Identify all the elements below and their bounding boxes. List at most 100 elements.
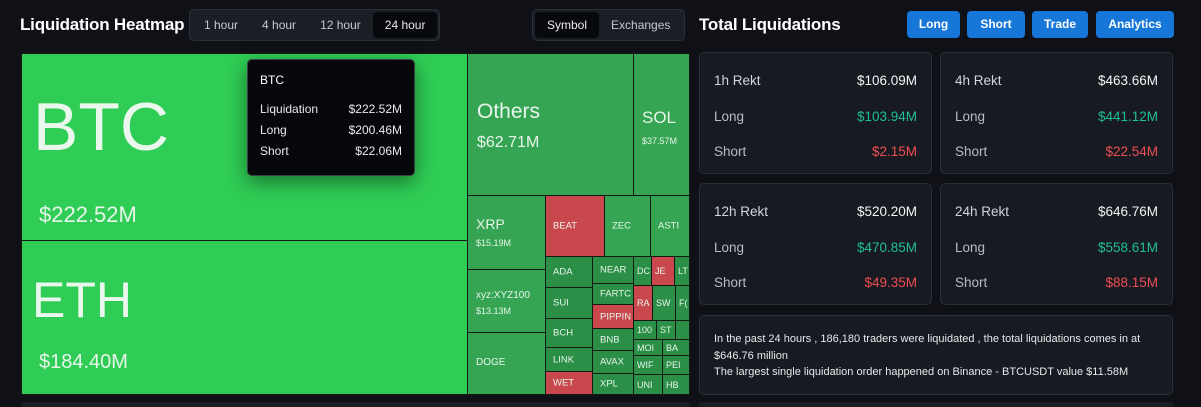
timeframe-1h[interactable]: 1 hour	[204, 18, 239, 32]
heatmap-cell-beat[interactable]: BEAT	[545, 195, 605, 257]
heatmap-cell-wif[interactable]: WIF	[633, 355, 663, 375]
cell-symbol: BA	[666, 342, 679, 353]
heatmap-cell-ada[interactable]: ADA	[545, 256, 593, 288]
timeframe-4h[interactable]: 4 hour	[262, 18, 297, 32]
heatmap-cell-mo[interactable]: MOI	[633, 339, 663, 356]
card-short-value: $2.15M	[871, 144, 917, 159]
card-label: 24h Rekt	[955, 204, 1010, 219]
summary-line-2: The largest single liquidation order hap…	[714, 366, 1129, 378]
short-button[interactable]: Short	[967, 11, 1025, 38]
card-short-label: Short	[955, 275, 988, 290]
card-short-label: Short	[955, 144, 988, 159]
heatmap-cell-xpl[interactable]: XPL	[592, 373, 634, 395]
cell-symbol: xyz:XYZ100	[476, 290, 530, 301]
cell-symbol: HB	[666, 379, 679, 390]
cell-value: $13.13M	[476, 306, 512, 316]
timeframe-12h[interactable]: 12 hour	[320, 18, 361, 32]
heatmap-cell-aster[interactable]: ASTI	[650, 195, 690, 257]
cell-symbol: ADA	[553, 266, 573, 278]
tooltip-label: Short	[260, 144, 289, 158]
card-short-row: Short $2.15M	[714, 144, 917, 159]
cell-symbol: BNB	[600, 334, 620, 345]
card-long-value: $103.94M	[856, 109, 917, 124]
heatmap-cell-doge[interactable]: DOGE	[467, 332, 546, 395]
heatmap-cell-xrp[interactable]: XRP $15.19M	[467, 195, 546, 270]
cell-symbol: BCH	[553, 327, 574, 339]
card-short-row: Short $88.15M	[955, 275, 1158, 290]
heatmap-cell-hb[interactable]: HB	[662, 374, 690, 395]
rekt-card-1h: 1h Rekt $106.09M Long $103.94M Short $2.…	[699, 52, 932, 174]
heatmap-cell-f[interactable]: F(	[675, 285, 690, 321]
heatmap-cell-lt[interactable]: LT	[674, 256, 690, 286]
cell-symbol: LT	[678, 266, 688, 276]
heatmap-cell-xyz100[interactable]: xyz:XYZ100 $13.13M	[467, 269, 546, 333]
heatmap-cell-wet[interactable]: WET	[545, 371, 593, 395]
card-total-row: 4h Rekt $463.66M	[955, 73, 1158, 88]
heatmap-cell-pe[interactable]: PEI	[662, 355, 690, 375]
cell-symbol: AVAX	[600, 356, 624, 368]
heatmap-cell-link[interactable]: LINK	[545, 347, 593, 372]
timeframe-24h[interactable]: 24 hour	[372, 12, 438, 38]
card-long-label: Long	[714, 240, 745, 255]
cell-symbol: BTC	[33, 89, 169, 165]
heatmap-cell-near[interactable]: NEAR	[592, 256, 634, 284]
heatmap-cell-bnb[interactable]: BNB	[592, 328, 634, 351]
card-long-label: Long	[714, 109, 745, 124]
heatmap-cell-dc[interactable]: DC	[633, 256, 652, 286]
heatmap-cell-sw[interactable]: SW	[652, 285, 676, 321]
heatmap-cell-sol[interactable]: SOL $37.57M	[633, 53, 690, 196]
cell-symbol: RA	[637, 298, 650, 308]
heatmap-cell-st2[interactable]	[675, 320, 690, 340]
heatmap-cell-zec[interactable]: ZEC	[604, 195, 651, 257]
cell-value: $184.40M	[39, 351, 128, 373]
cell-symbol: F(	[679, 298, 688, 308]
heatmap-cell-sui[interactable]: SUI	[545, 287, 593, 319]
heatmap-cell-100[interactable]: 100	[633, 320, 657, 340]
cell-symbol: DC	[637, 266, 650, 276]
summary-line-1: In the past 24 hours , 186,180 traders w…	[714, 333, 1141, 362]
card-short-value: $22.54M	[1105, 144, 1158, 159]
tooltip-row-short: Short $22.06M	[260, 141, 402, 162]
heatmap-cell-pippin[interactable]: PIPPIN	[592, 304, 634, 329]
card-short-value: $49.35M	[864, 275, 917, 290]
cell-symbol: ETH	[32, 272, 132, 328]
heatmap-cell-others[interactable]: Others $62.71M	[467, 53, 634, 196]
card-total: $106.09M	[856, 73, 917, 88]
mode-symbol[interactable]: Symbol	[535, 12, 600, 38]
heatmap-cell-ba[interactable]: BA	[662, 339, 690, 356]
cell-symbol: XPL	[600, 378, 618, 390]
card-total-row: 12h Rekt $520.20M	[714, 204, 917, 219]
card-long-value: $470.85M	[856, 240, 917, 255]
card-long-value: $558.61M	[1097, 240, 1158, 255]
card-short-row: Short $22.54M	[955, 144, 1158, 159]
card-long-label: Long	[955, 240, 986, 255]
card-long-value: $441.12M	[1097, 109, 1158, 124]
heatmap-cell-uni[interactable]: UNI	[633, 374, 663, 395]
card-long-row: Long $103.94M	[714, 109, 917, 124]
cell-symbol: SUI	[553, 297, 569, 309]
heatmap-cell-fartcoin[interactable]: FARTC	[592, 283, 634, 305]
card-total: $520.20M	[856, 204, 917, 219]
heatmap-tooltip: BTC Liquidation $222.52M Long $200.46M S…	[247, 59, 415, 176]
heatmap-cell-avax[interactable]: AVAX	[592, 350, 634, 374]
card-total-row: 24h Rekt $646.76M	[955, 204, 1158, 219]
tooltip-value: $22.06M	[355, 144, 402, 158]
heatmap-cell-bch[interactable]: BCH	[545, 318, 593, 348]
cell-symbol: JE	[655, 266, 666, 276]
analytics-button[interactable]: Analytics	[1096, 11, 1174, 38]
tooltip-label: Long	[260, 123, 287, 137]
trade-button[interactable]: Trade	[1032, 11, 1088, 38]
cell-symbol: WET	[553, 377, 575, 389]
heatmap-cell-eth[interactable]: ETH $184.40M	[21, 240, 468, 395]
heatmap-cell-ra[interactable]: RA	[633, 285, 653, 321]
mode-exchanges[interactable]: Exchanges	[611, 18, 671, 32]
cell-symbol: WIF	[637, 360, 654, 370]
heatmap-cell-je[interactable]: JE	[651, 256, 675, 286]
cell-symbol: ASTI	[658, 220, 680, 232]
tooltip-value: $222.52M	[348, 102, 402, 116]
card-label: 12h Rekt	[714, 204, 769, 219]
long-button[interactable]: Long	[907, 11, 960, 38]
cell-symbol: PEI	[666, 360, 681, 370]
next-panel-edge-left	[21, 402, 690, 407]
heatmap-cell-st[interactable]: ST	[656, 320, 676, 340]
